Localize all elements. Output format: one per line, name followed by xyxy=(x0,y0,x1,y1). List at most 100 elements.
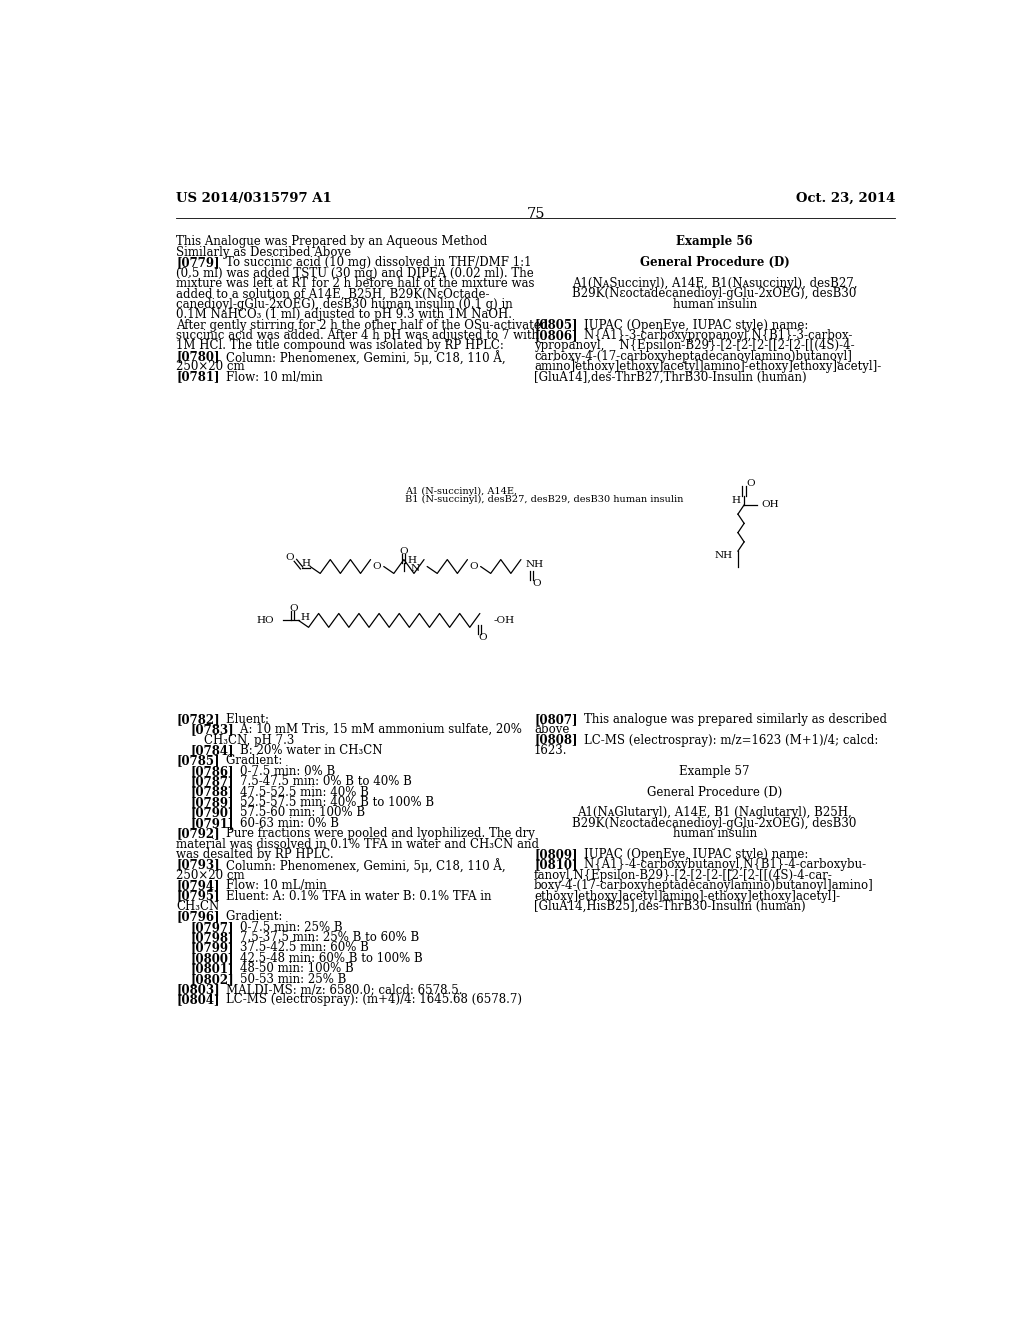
Text: Oct. 23, 2014: Oct. 23, 2014 xyxy=(796,193,895,206)
Text: IUPAC (OpenEye, IUPAC style) name:: IUPAC (OpenEye, IUPAC style) name: xyxy=(569,318,808,331)
Text: [0792]: [0792] xyxy=(176,828,220,840)
Text: was desalted by RP HPLC.: was desalted by RP HPLC. xyxy=(176,847,334,861)
Text: [0797]: [0797] xyxy=(190,921,233,933)
Text: General Procedure (D): General Procedure (D) xyxy=(647,785,782,799)
Text: [0782]: [0782] xyxy=(176,713,220,726)
Text: [0789]: [0789] xyxy=(190,796,233,809)
Text: Pure fractions were pooled and lyophilized. The dry: Pure fractions were pooled and lyophiliz… xyxy=(211,828,535,840)
Text: Example 57: Example 57 xyxy=(680,764,750,777)
Text: [0801]: [0801] xyxy=(190,962,233,975)
Text: 47.5-52.5 min: 40% B: 47.5-52.5 min: 40% B xyxy=(225,785,369,799)
Text: N{A1}-4-carboxybutanoyl,N{B1}-4-carboxybu-: N{A1}-4-carboxybutanoyl,N{B1}-4-carboxyb… xyxy=(569,858,866,871)
Text: -OH: -OH xyxy=(494,616,515,624)
Text: [0810]: [0810] xyxy=(535,858,578,871)
Text: General Procedure (D): General Procedure (D) xyxy=(640,256,790,269)
Text: [0809]: [0809] xyxy=(535,847,578,861)
Text: [0802]: [0802] xyxy=(190,973,233,986)
Text: 42.5-48 min: 60% B to 100% B: 42.5-48 min: 60% B to 100% B xyxy=(225,952,423,965)
Text: [0790]: [0790] xyxy=(190,807,233,820)
Text: LC-MS (electrospray): m/z=1623 (M+1)/4; calcd:: LC-MS (electrospray): m/z=1623 (M+1)/4; … xyxy=(569,734,879,747)
Text: 250×20 cm: 250×20 cm xyxy=(176,869,245,882)
Text: 0.1M NaHCO₃ (1 ml) adjusted to pH 9.3 with 1M NaOH.: 0.1M NaHCO₃ (1 ml) adjusted to pH 9.3 wi… xyxy=(176,308,512,321)
Text: ethoxy]ethoxy]acetyl]amino]-ethoxy]ethoxy]acetyl]-: ethoxy]ethoxy]acetyl]amino]-ethoxy]ethox… xyxy=(535,890,841,903)
Text: 37.5-42.5 min: 60% B: 37.5-42.5 min: 60% B xyxy=(225,941,369,954)
Text: N: N xyxy=(410,564,419,573)
Text: O: O xyxy=(469,562,478,572)
Text: O: O xyxy=(746,479,755,488)
Text: human insulin: human insulin xyxy=(673,828,757,840)
Text: HO: HO xyxy=(256,616,273,624)
Text: O: O xyxy=(285,553,294,562)
Text: human insulin: human insulin xyxy=(673,298,757,310)
Text: carboxy-4-(17-carboxyheptadecanoylamino)butanoyl]: carboxy-4-(17-carboxyheptadecanoylamino)… xyxy=(535,350,852,363)
Text: [0807]: [0807] xyxy=(535,713,578,726)
Text: A1(NᴀSuccinyl), A14E, B1(Nᴀsuccinyl), desB27,: A1(NᴀSuccinyl), A14E, B1(Nᴀsuccinyl), de… xyxy=(572,277,857,290)
Text: [0804]: [0804] xyxy=(176,994,219,1006)
Text: amino]ethoxy]ethoxy]acetyl]amino]-ethoxy]ethoxy]acetyl]-: amino]ethoxy]ethoxy]acetyl]amino]-ethoxy… xyxy=(535,360,882,374)
Text: IUPAC (OpenEye, IUPAC style) name:: IUPAC (OpenEye, IUPAC style) name: xyxy=(569,847,808,861)
Text: succinic acid was added. After 4 h pH was adjusted to 7 with: succinic acid was added. After 4 h pH wa… xyxy=(176,329,539,342)
Text: 57.5-60 min: 100% B: 57.5-60 min: 100% B xyxy=(225,807,365,820)
Text: 60-63 min: 0% B: 60-63 min: 0% B xyxy=(225,817,339,830)
Text: added to a solution of A14E, B25H, B29K(NεOctade-: added to a solution of A14E, B25H, B29K(… xyxy=(176,288,489,301)
Text: [0805]: [0805] xyxy=(535,318,578,331)
Text: This analogue was prepared similarly as described: This analogue was prepared similarly as … xyxy=(569,713,887,726)
Text: H: H xyxy=(408,556,416,565)
Text: Gradient:: Gradient: xyxy=(211,911,283,923)
Text: Example 56: Example 56 xyxy=(677,235,753,248)
Text: 7.5-37.5 min: 25% B to 60% B: 7.5-37.5 min: 25% B to 60% B xyxy=(225,931,419,944)
Text: H: H xyxy=(302,558,310,568)
Text: Eluent: A: 0.1% TFA in water B: 0.1% TFA in: Eluent: A: 0.1% TFA in water B: 0.1% TFA… xyxy=(211,890,492,903)
Text: 250×20 cm: 250×20 cm xyxy=(176,360,245,374)
Text: [GluA14,HisB25],des-ThrB30-Insulin (human): [GluA14,HisB25],des-ThrB30-Insulin (huma… xyxy=(535,900,806,913)
Text: [0779]: [0779] xyxy=(176,256,219,269)
Text: [0787]: [0787] xyxy=(190,775,233,788)
Text: O: O xyxy=(478,632,487,642)
Text: Flow: 10 mL/min: Flow: 10 mL/min xyxy=(211,879,327,892)
Text: boxy-4-(17-carboxyheptadecanoylamino)butanoyl]amino]: boxy-4-(17-carboxyheptadecanoylamino)but… xyxy=(535,879,873,892)
Text: 52.5-57.5 min: 40% B to 100% B: 52.5-57.5 min: 40% B to 100% B xyxy=(225,796,434,809)
Text: O: O xyxy=(290,603,298,612)
Text: [0791]: [0791] xyxy=(190,817,233,830)
Text: [0800]: [0800] xyxy=(190,952,233,965)
Text: B1 (N-succinyl), desB27, desB29, desB30 human insulin: B1 (N-succinyl), desB27, desB29, desB30 … xyxy=(404,495,683,504)
Text: O: O xyxy=(399,546,409,556)
Text: [GluA14],des-ThrB27,ThrB30-Insulin (human): [GluA14],des-ThrB27,ThrB30-Insulin (huma… xyxy=(535,371,807,384)
Text: Similarly as Described Above: Similarly as Described Above xyxy=(176,246,351,259)
Text: 0-7.5 min: 0% B: 0-7.5 min: 0% B xyxy=(225,764,335,777)
Text: O: O xyxy=(373,562,381,572)
Text: NH: NH xyxy=(525,560,544,569)
Text: 1623.: 1623. xyxy=(535,744,567,756)
Text: 0-7.5 min: 25% B: 0-7.5 min: 25% B xyxy=(225,921,342,933)
Text: [0785]: [0785] xyxy=(176,755,219,767)
Text: [0781]: [0781] xyxy=(176,371,219,384)
Text: [0796]: [0796] xyxy=(176,911,219,923)
Text: [0788]: [0788] xyxy=(190,785,233,799)
Text: CH₃CN, pH 7.3: CH₃CN, pH 7.3 xyxy=(204,734,294,747)
Text: [0780]: [0780] xyxy=(176,350,219,363)
Text: Gradient:: Gradient: xyxy=(211,755,283,767)
Text: mixture was left at RT for 2 h before half of the mixture was: mixture was left at RT for 2 h before ha… xyxy=(176,277,535,290)
Text: H: H xyxy=(300,612,309,622)
Text: 1M HCl. The title compound was isolated by RP HPLC:: 1M HCl. The title compound was isolated … xyxy=(176,339,504,352)
Text: material was dissolved in 0.1% TFA in water and CH₃CN and: material was dissolved in 0.1% TFA in wa… xyxy=(176,838,539,850)
Text: above: above xyxy=(535,723,569,737)
Text: MALDI-MS: m/z: 6580.0; calcd: 6578.5.: MALDI-MS: m/z: 6580.0; calcd: 6578.5. xyxy=(211,983,463,997)
Text: H: H xyxy=(732,496,741,504)
Text: LC-MS (electrospray): (m+4)/4: 1645.68 (6578.7): LC-MS (electrospray): (m+4)/4: 1645.68 (… xyxy=(211,994,522,1006)
Text: O: O xyxy=(532,579,541,587)
Text: [0806]: [0806] xyxy=(535,329,578,342)
Text: [0783]: [0783] xyxy=(190,723,233,737)
Text: B29K(Nεoctadecanedioyl-gGlu-2xOEG), desB30: B29K(Nεoctadecanedioyl-gGlu-2xOEG), desB… xyxy=(572,288,857,301)
Text: (0.5 ml) was added TSTU (30 mg) and DIPEA (0.02 ml). The: (0.5 ml) was added TSTU (30 mg) and DIPE… xyxy=(176,267,534,280)
Text: [0799]: [0799] xyxy=(190,941,233,954)
Text: tanoyl,N{Epsilon-B29}-[2-[2-[2-[[2-[2-[[(4S)-4-car-: tanoyl,N{Epsilon-B29}-[2-[2-[2-[[2-[2-[[… xyxy=(535,869,833,882)
Text: B29K(Nεoctadecanedioyl-gGlu-2xOEG), desB30: B29K(Nεoctadecanedioyl-gGlu-2xOEG), desB… xyxy=(572,817,857,830)
Text: A: 10 mM Tris, 15 mM ammonium sulfate, 20%: A: 10 mM Tris, 15 mM ammonium sulfate, 2… xyxy=(225,723,522,737)
Text: To succinic acid (10 mg) dissolved in THF/DMF 1:1: To succinic acid (10 mg) dissolved in TH… xyxy=(211,256,531,269)
Text: A1(NᴀGlutaryl), A14E, B1 (Nᴀglutaryl), B25H,: A1(NᴀGlutaryl), A14E, B1 (Nᴀglutaryl), B… xyxy=(578,807,852,820)
Text: [0808]: [0808] xyxy=(535,734,578,747)
Text: US 2014/0315797 A1: US 2014/0315797 A1 xyxy=(176,193,332,206)
Text: canedioyl-gGlu-2xOEG), desB30 human insulin (0.1 g) in: canedioyl-gGlu-2xOEG), desB30 human insu… xyxy=(176,298,513,310)
Text: A1 (N-succinyl), A14E,: A1 (N-succinyl), A14E, xyxy=(404,487,517,495)
